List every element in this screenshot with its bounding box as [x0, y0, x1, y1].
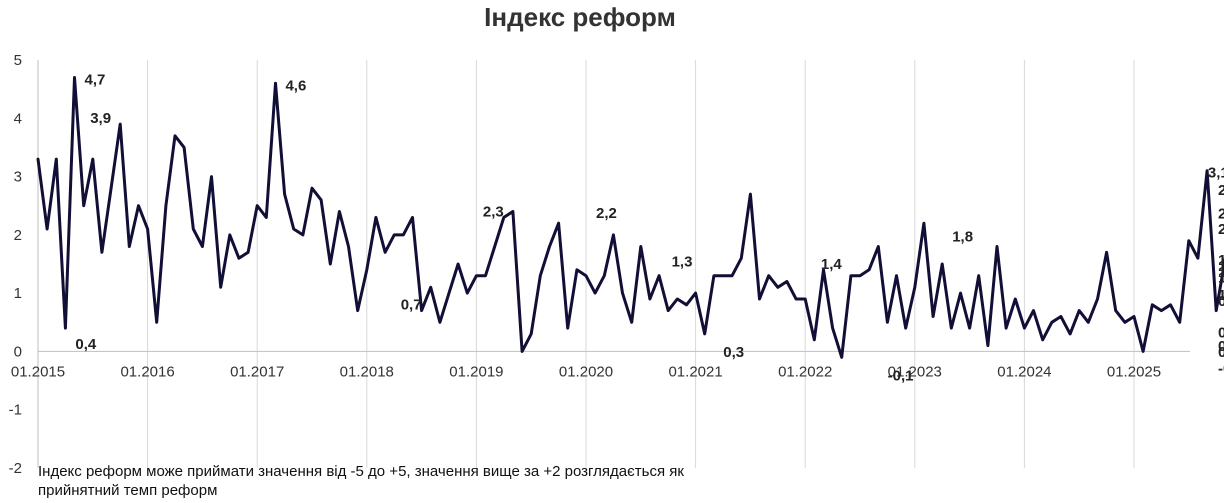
data-label: 2,3: [1218, 205, 1224, 222]
data-label: 1,4: [821, 256, 843, 273]
data-label: 1,1: [1218, 269, 1224, 286]
data-label: 1,8: [952, 229, 973, 246]
data-label: -0,4: [1218, 361, 1224, 378]
y-tick-label: -2: [9, 460, 22, 477]
data-label: 0,6: [1218, 324, 1224, 341]
data-label: 2,8: [1218, 182, 1224, 199]
y-tick-label: 4: [14, 110, 22, 127]
x-tick-label: 01.2021: [668, 363, 722, 380]
data-label: 1,3: [672, 254, 693, 271]
data-label: 0,3: [723, 344, 744, 361]
data-label: 1,6: [1218, 252, 1224, 269]
data-label: 0,9: [1218, 293, 1224, 310]
x-tick-label: 01.2024: [997, 363, 1051, 380]
data-label: 2,2: [596, 205, 617, 222]
series-line: [36, 76, 1224, 359]
data-label: 3,9: [90, 110, 111, 127]
chart-note: Індекс реформ може приймати значення від…: [38, 463, 684, 499]
data-label: -0,1: [888, 367, 914, 384]
data-label: 0,4: [75, 336, 97, 353]
data-label: 2,3: [483, 203, 504, 220]
data-label: 1,4: [1218, 264, 1224, 281]
data-label: 1,5: [1218, 258, 1224, 275]
data-label: 0,3: [1218, 344, 1224, 361]
y-tick-label: -1: [9, 402, 22, 419]
y-tick-label: 5: [14, 52, 22, 69]
x-tick-label: 01.2017: [230, 363, 284, 380]
x-tick-label: 01.2025: [1107, 363, 1161, 380]
y-tick-label: 1: [14, 285, 22, 302]
y-tick-label: 3: [14, 169, 22, 186]
x-tick-label: 01.2015: [11, 363, 65, 380]
data-label: 1,0: [1218, 287, 1224, 304]
data-label: 0,4: [1218, 338, 1224, 355]
grid-lines: [37, 60, 1135, 468]
y-tick-label: 0: [14, 343, 22, 360]
chart-title: Індекс реформ: [484, 2, 676, 32]
x-tick-label: 01.2016: [120, 363, 174, 380]
x-tick-label: 01.2019: [449, 363, 503, 380]
x-tick-label: 01.2023: [888, 363, 942, 380]
x-tick-label: 01.2020: [559, 363, 613, 380]
y-tick-label: 2: [14, 227, 22, 244]
data-label: 4,7: [85, 71, 106, 88]
data-label: 3,1: [1208, 165, 1224, 182]
axes: -2 -1 0 1 2 3 4 5 01.2015 01.2016 01.2017 01.2018 01…: [9, 52, 1190, 477]
series-line-layer: [36, 76, 1224, 359]
x-tick-label: 01.2022: [778, 363, 832, 380]
data-label: 2,0: [1218, 221, 1224, 238]
x-tick-label: 01.2018: [340, 363, 394, 380]
data-labels: 4,7 0,4 3,9 4,6 0,7 2,3 2,2 1,3 0,3 1,4 -0,1 1,8 3,1…: [75, 71, 1224, 384]
data-label: 4,6: [285, 77, 306, 94]
data-label: 0,7: [401, 297, 422, 314]
